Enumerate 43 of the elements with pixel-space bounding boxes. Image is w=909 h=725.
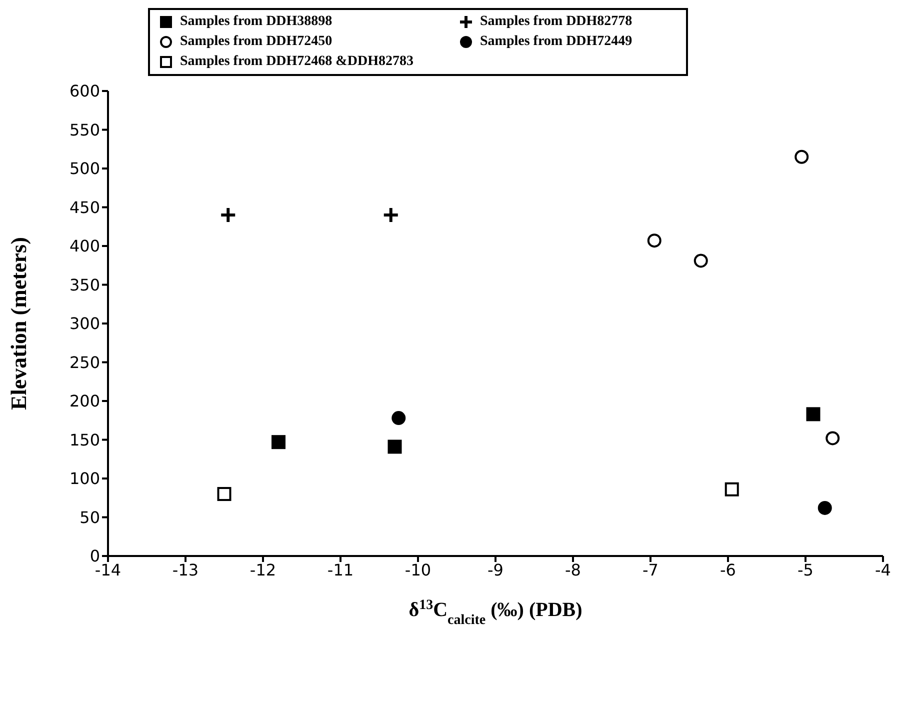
x-tick-label: -6 <box>720 560 736 580</box>
x-tick-label: -5 <box>798 560 814 580</box>
x-axis-title: δ$^{13}$C$_{calcite}$ (‰) (PDB) <box>408 598 582 628</box>
point <box>694 254 708 268</box>
point <box>826 431 840 446</box>
point <box>272 435 286 450</box>
y-tick-label: 250 <box>69 352 100 372</box>
x-tick-label: -12 <box>250 560 276 580</box>
point <box>382 206 400 224</box>
x-tick-label: -7 <box>642 560 658 580</box>
y-tick-label: 450 <box>69 198 100 217</box>
x-tick-label: -10 <box>404 560 432 580</box>
y-tick-label: 500 <box>69 159 100 178</box>
point <box>392 411 406 426</box>
x-tick-label: -13 <box>172 560 199 580</box>
x-tick-label: -4 <box>875 560 891 580</box>
x-tick-label: -11 <box>327 560 354 580</box>
y-tick-label: 350 <box>69 275 100 294</box>
y-tick-label: 100 <box>69 469 100 488</box>
y-tick-label: 550 <box>69 120 100 140</box>
legend-label: Samples from DDH82778 <box>480 14 632 30</box>
point <box>217 487 232 501</box>
y-tick-label: 50 <box>80 508 100 527</box>
legend-label: Samples from DDH72449 <box>480 34 632 50</box>
legend-label: Samples from DDH38898 <box>180 14 332 30</box>
x-tick-label: -9 <box>488 560 504 580</box>
point <box>388 440 402 454</box>
y-tick-label: 400 <box>69 236 100 256</box>
point <box>794 150 809 164</box>
x-tick-label: -8 <box>565 560 581 580</box>
y-tick-label: 600 <box>69 82 100 101</box>
point <box>724 482 739 496</box>
y-tick-label: 200 <box>69 392 100 411</box>
point <box>818 500 832 515</box>
y-tick-label: 300 <box>69 314 100 334</box>
legend-label: Samples from DDH72450 <box>180 34 332 50</box>
legend-label: Samples from DDH72468 &DDH82783 <box>180 54 414 70</box>
y-tick-label: 150 <box>69 430 100 450</box>
point <box>806 407 820 422</box>
point <box>647 234 662 248</box>
y-axis-title: Elevation (meters) <box>6 237 31 410</box>
y-tick-label: 0 <box>90 546 100 566</box>
point <box>220 206 237 224</box>
